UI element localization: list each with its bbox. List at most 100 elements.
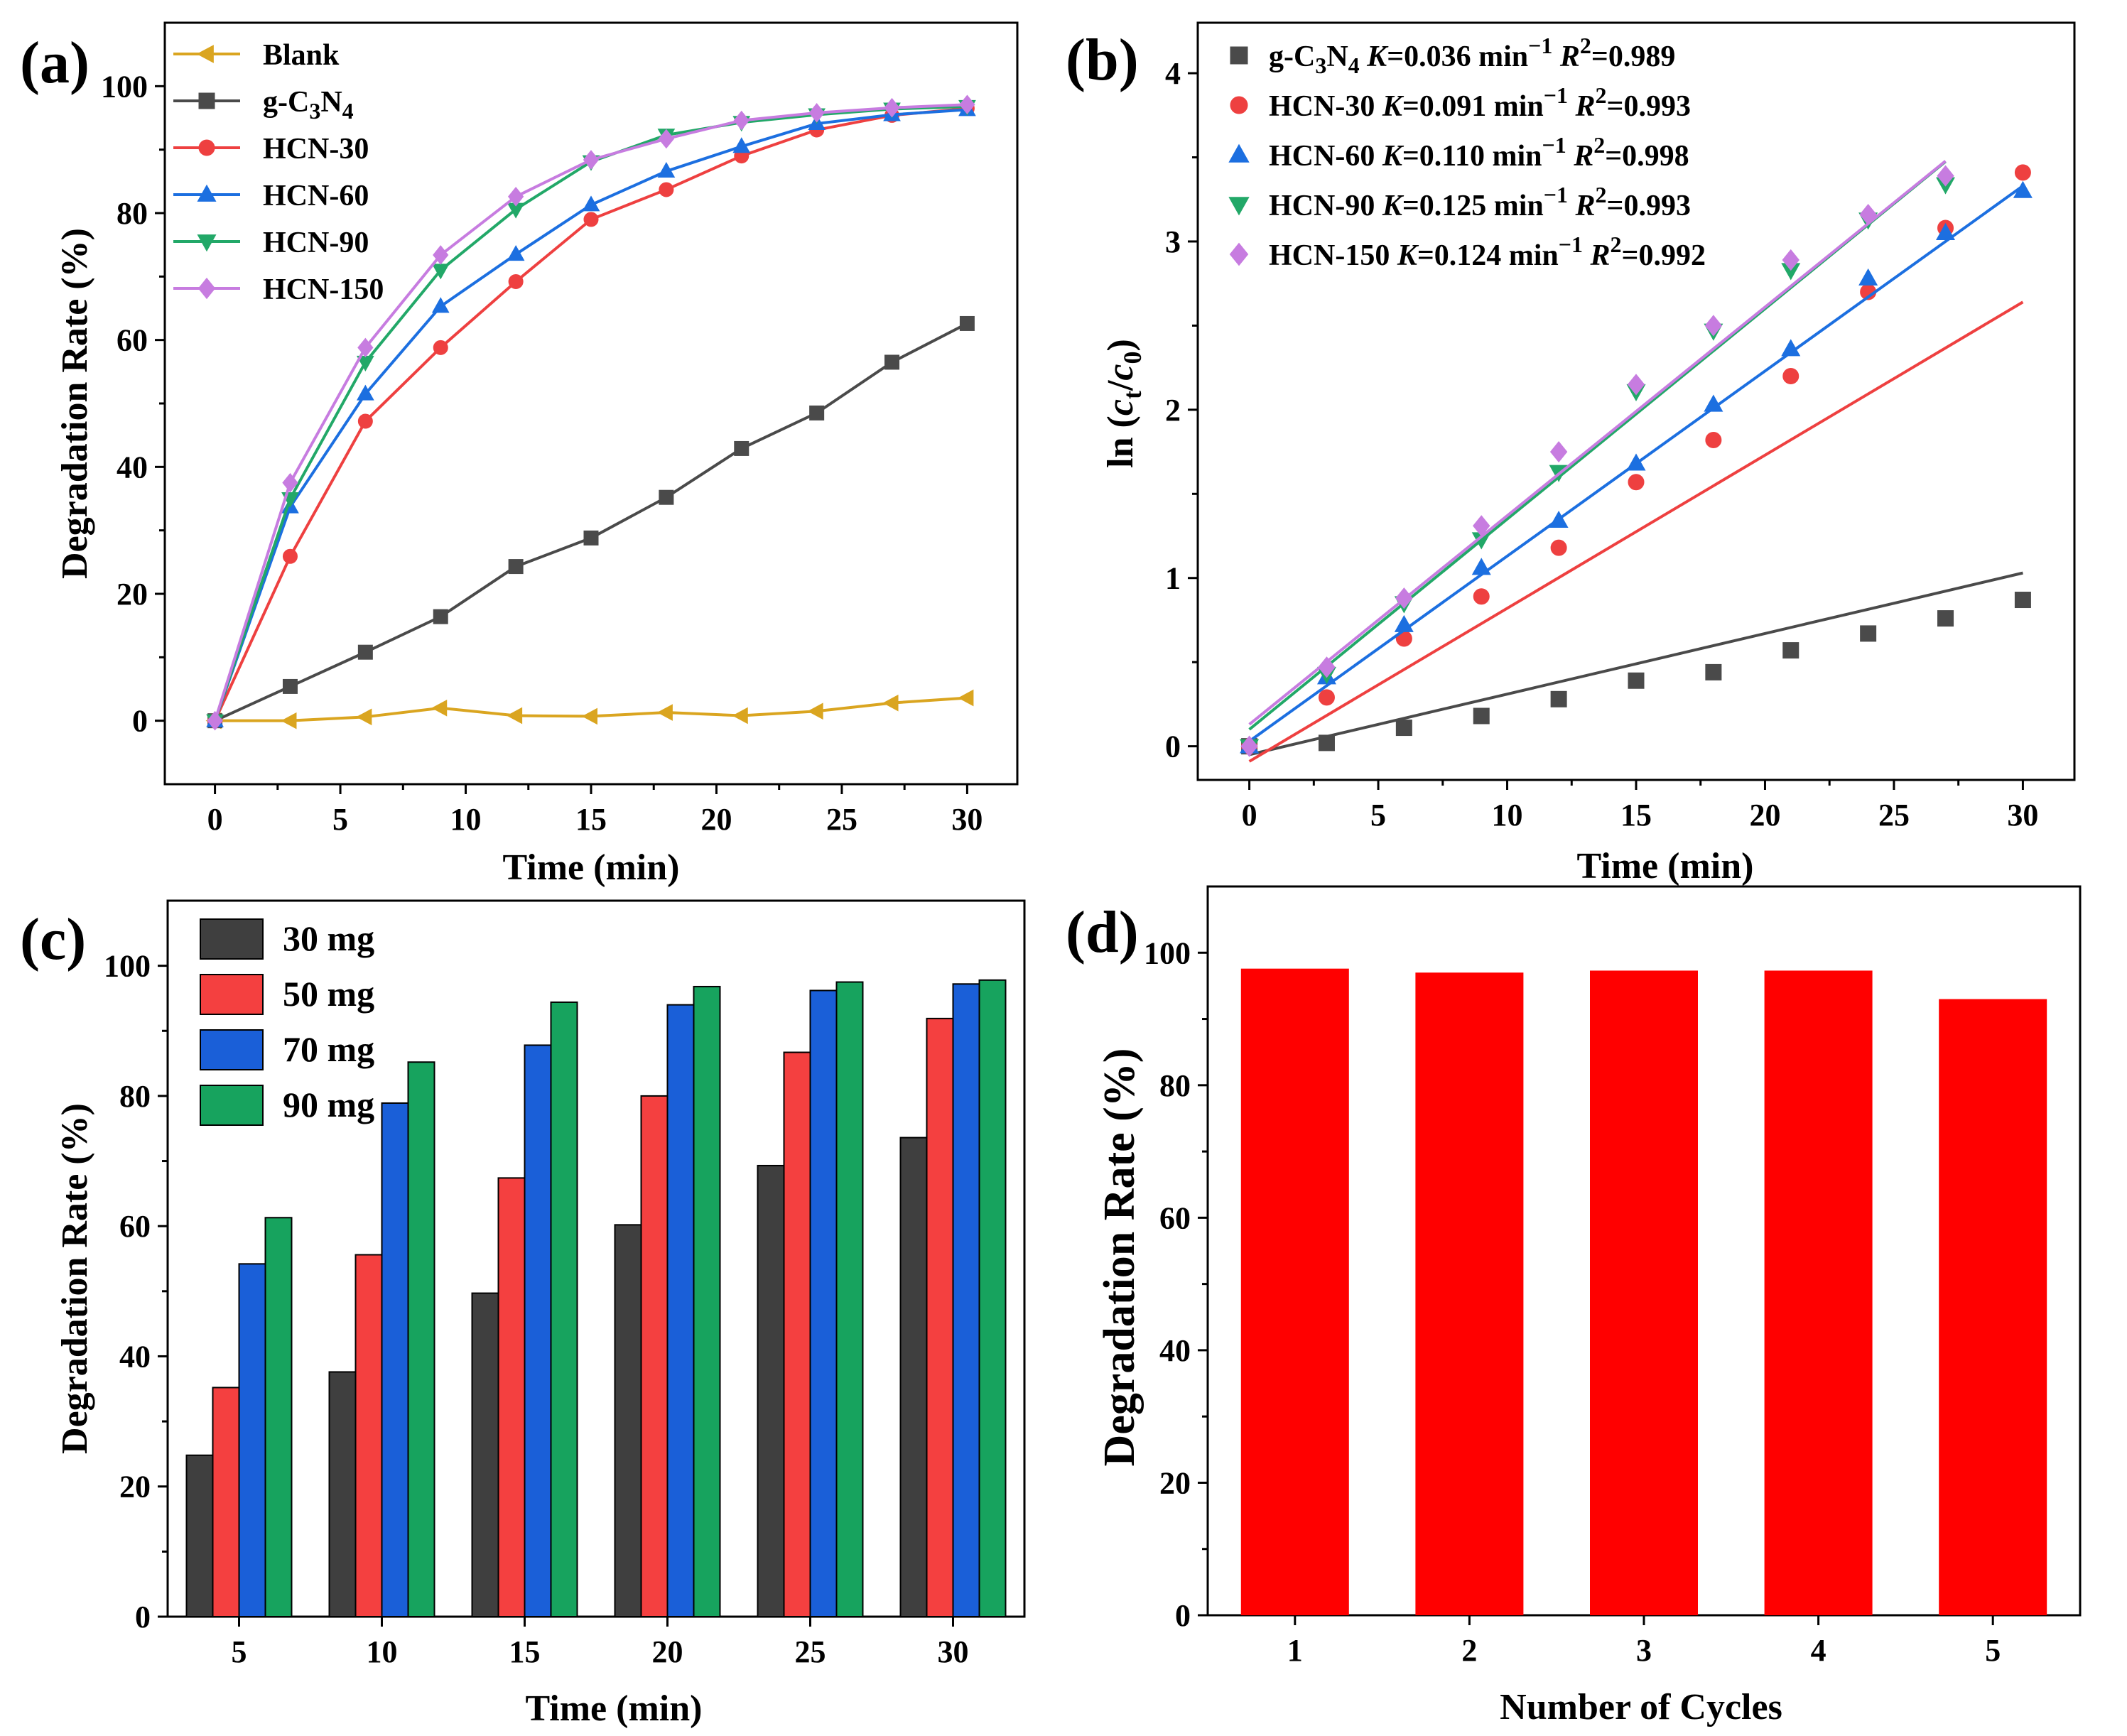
data-point-blank (507, 707, 523, 725)
data-point-blank (958, 689, 974, 707)
legend-label-g-c3n4: g-C3N4 (263, 86, 354, 124)
data-point-hcn-30 (357, 413, 373, 429)
data-point-blank (656, 704, 673, 721)
y-tick-label: 4 (1165, 56, 1181, 91)
data-point-hcn-150 (658, 129, 675, 149)
legend-label-part: =0.124 min (1417, 239, 1559, 272)
bar-30-mg-20 (614, 1224, 642, 1617)
y-tick-label: 40 (119, 1339, 151, 1374)
legend-label-part: g-C (1269, 40, 1315, 73)
data-point-g-c3n4 (1782, 642, 1799, 659)
data-point-hcn-150 (1318, 656, 1336, 678)
data-point-g-c3n4 (433, 609, 448, 624)
panel-d-ticks: 0 20 40 60 80 100 1 2 3 4 5 (1144, 935, 2001, 1668)
legend-label-blank: Blank (263, 39, 340, 72)
panel-d-x-axis-title: Number of Cycles (1500, 1687, 1782, 1727)
legend-label-part: HCN-150 (1269, 239, 1397, 272)
panel-c-x-axis-title: Time (min) (526, 1688, 703, 1729)
panel-a-ticks: 0 5 10 15 20 25 30 0 20 40 60 80 100 (101, 69, 983, 837)
y-tick-label: 100 (101, 69, 148, 104)
legend-label-30-mg: 30 mg (283, 918, 374, 958)
legend-label-part: =0.036 min (1387, 40, 1528, 73)
x-tick-label: 25 (795, 1634, 826, 1669)
data-point-hcn-60 (1471, 558, 1491, 575)
fit-line-hcn-30 (1248, 300, 2024, 763)
bar-50-mg-20 (640, 1095, 669, 1617)
x-tick-label: 4 (1811, 1633, 1826, 1668)
data-point-hcn-30 (1628, 474, 1645, 491)
legend-label-part: =0.110 min (1402, 140, 1542, 173)
data-point-hcn-150 (1937, 165, 1954, 187)
legend-label-part: −1 (1544, 182, 1568, 207)
bar-90-mg-15 (550, 1001, 578, 1618)
data-point-hcn-30 (508, 273, 524, 289)
panel-b-y-title-sub-t: t (1118, 391, 1147, 399)
fit-line-hcn-150 (1248, 160, 1947, 726)
y-tick-label: 60 (119, 1209, 151, 1244)
data-point-g-c3n4 (357, 644, 373, 660)
data-point-hcn-150 (884, 97, 900, 118)
x-tick-label: 20 (652, 1634, 683, 1669)
data-point-blank (807, 702, 823, 720)
data-point-g-c3n4 (1550, 690, 1567, 707)
data-point-g-c3n4 (1860, 625, 1877, 642)
legend-label-part: −1 (1542, 132, 1566, 158)
data-point-g-c3n4 (659, 489, 674, 505)
panel-d-bars (1240, 968, 2047, 1615)
data-point-hcn-60 (507, 245, 525, 261)
data-point-hcn-30 (659, 182, 674, 197)
fit-line-g-c3n4 (1249, 571, 2023, 756)
x-tick-label: 15 (575, 802, 607, 837)
panel-c-ticks: 0 20 40 60 80 100 5 10 15 20 25 30 (104, 949, 969, 1669)
y-tick-label: 0 (135, 1600, 151, 1634)
panel-d-label: (d) (1066, 899, 1139, 965)
legend-label-hcn-60: HCN-60 K=0.110 min−1 R2=0.998 (1269, 132, 1689, 173)
bar-50-mg-5 (212, 1387, 240, 1617)
x-tick-label: 5 (232, 1634, 247, 1669)
legend-label-part: 2 (1596, 182, 1607, 207)
legend-swatch-90-mg (200, 1085, 264, 1126)
y-tick-label: 60 (1159, 1200, 1191, 1235)
data-point-g-c3n4 (734, 440, 749, 456)
bar-degradation-rate-3 (1590, 970, 1698, 1615)
x-tick-label: 0 (1242, 798, 1257, 832)
data-point-hcn-150 (959, 94, 975, 115)
legend-label-hcn-90: HCN-90 K=0.125 min−1 R2=0.993 (1269, 182, 1691, 222)
x-tick-label: 10 (1492, 798, 1523, 832)
x-tick-label: 30 (938, 1634, 969, 1669)
bar-30-mg-5 (185, 1454, 214, 1617)
data-point-g-c3n4 (1628, 672, 1645, 689)
data-point-hcn-150 (1473, 515, 1490, 537)
legend-label-part: =0.993 (1607, 90, 1691, 123)
legend-label-part: =0.091 min (1402, 90, 1544, 123)
data-point-g-c3n4 (1473, 707, 1490, 725)
bar-90-mg-20 (693, 985, 721, 1617)
legend-label-part: 3 (1315, 53, 1326, 78)
bar-50-mg-25 (783, 1051, 811, 1617)
y-tick-label: 100 (1144, 935, 1191, 970)
legend-label-part (1566, 140, 1574, 173)
legend-swatch-30-mg (200, 918, 264, 960)
legend-label-part: 3 (309, 98, 320, 124)
data-point-hcn-150 (1395, 587, 1413, 609)
x-tick-label: 15 (1620, 798, 1652, 832)
data-point-g-c3n4 (1395, 720, 1412, 737)
bar-50-mg-15 (497, 1177, 526, 1617)
legend-label-part: R (1590, 239, 1611, 272)
legend-label-part: −1 (1528, 33, 1552, 58)
data-point-hcn-150 (507, 186, 524, 207)
data-point-hcn-60 (732, 137, 751, 153)
legend-label-part: K (1397, 239, 1419, 272)
legend-swatch-50-mg (200, 974, 264, 1015)
data-point-g-c3n4 (1705, 663, 1722, 680)
bar-degradation-rate-1 (1240, 968, 1349, 1615)
y-tick-label: 40 (1159, 1333, 1191, 1368)
legend-label-part (1568, 190, 1576, 222)
data-point-hcn-150 (1782, 249, 1799, 271)
x-tick-label: 5 (1985, 1633, 2001, 1668)
panel-b-y-title-sub-0: 0 (1118, 352, 1147, 364)
bar-degradation-rate-4 (1764, 970, 1873, 1615)
